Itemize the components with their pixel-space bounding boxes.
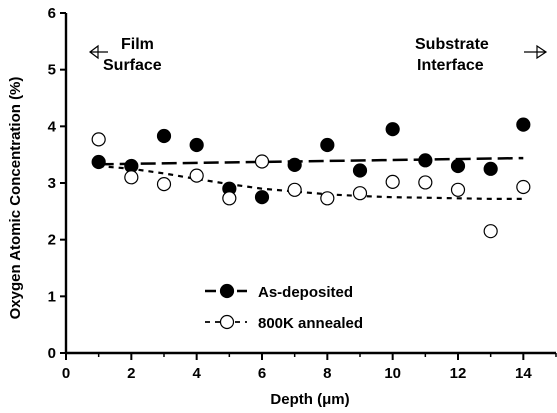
y-tick-label: 6 xyxy=(48,5,56,22)
x-tick-label: 12 xyxy=(450,365,467,382)
data-point-800k-annealed xyxy=(254,154,270,169)
legend-marker-800k-annealed xyxy=(219,314,235,330)
y-tick-label: 2 xyxy=(48,232,56,249)
legend-entry-as-deposited: As-deposited xyxy=(205,283,353,301)
x-axis-label: Depth (μm) xyxy=(270,391,349,408)
trend-line-800k-annealed xyxy=(98,164,524,200)
data-point-800k-annealed xyxy=(91,132,106,147)
data-point-800k-annealed xyxy=(189,168,204,183)
data-point-as-deposited xyxy=(189,137,204,153)
data-point-800k-annealed xyxy=(320,191,335,206)
annotation-substrate: Substrate xyxy=(415,36,489,53)
x-tick-label: 2 xyxy=(127,365,135,382)
legend: As-deposited 800K annealed xyxy=(205,283,363,332)
x-tick-label: 14 xyxy=(515,365,532,382)
x-tick-label: 0 xyxy=(62,365,70,382)
legend-label-as-deposited: As-deposited xyxy=(258,284,353,301)
y-tick-label: 1 xyxy=(48,288,56,305)
annotation-film: Film xyxy=(121,36,154,53)
x-tick-label: 4 xyxy=(192,365,201,382)
y-tick-label: 3 xyxy=(48,175,56,192)
y-tick-label: 5 xyxy=(48,62,56,79)
data-point-as-deposited xyxy=(483,161,498,176)
x-tick-label: 6 xyxy=(258,365,266,382)
legend-entry-800k-annealed: 800K annealed xyxy=(205,314,363,332)
data-point-800k-annealed xyxy=(385,174,400,189)
right-arrow-icon xyxy=(524,44,548,60)
trend-lines xyxy=(98,156,524,200)
x-tick-label: 10 xyxy=(384,365,401,382)
data-point-as-deposited xyxy=(516,117,531,132)
data-point-as-deposited xyxy=(418,153,433,168)
data-point-800k-annealed xyxy=(483,224,498,239)
data-points xyxy=(91,117,531,239)
left-arrow-icon xyxy=(89,44,108,60)
data-point-800k-annealed xyxy=(222,191,237,206)
substrate-interface-annotation: Substrate Interface xyxy=(415,36,548,74)
data-point-as-deposited xyxy=(156,128,172,144)
data-point-800k-annealed xyxy=(418,175,433,190)
y-tick-label: 4 xyxy=(48,118,57,135)
data-point-800k-annealed xyxy=(450,182,466,197)
x-tick-label: 8 xyxy=(323,365,331,382)
legend-marker-as-deposited xyxy=(219,283,235,299)
data-point-as-deposited xyxy=(91,154,106,170)
film-surface-annotation: Film Surface xyxy=(89,36,162,74)
data-point-800k-annealed xyxy=(287,182,302,197)
data-point-as-deposited xyxy=(254,190,270,205)
data-point-800k-annealed xyxy=(156,177,172,192)
data-point-as-deposited xyxy=(287,157,302,172)
data-point-as-deposited xyxy=(320,137,335,153)
legend-label-800k-annealed: 800K annealed xyxy=(258,315,363,332)
data-point-800k-annealed xyxy=(124,170,139,185)
data-point-as-deposited xyxy=(385,122,400,137)
y-axis-label: Oxygen Atomic Concentration (%) xyxy=(7,77,24,320)
annotation-surface: Surface xyxy=(103,57,162,74)
annotation-interface: Interface xyxy=(417,57,484,74)
y-tick-label: 0 xyxy=(48,345,56,362)
trend-line-as-deposited xyxy=(98,156,524,166)
data-point-as-deposited xyxy=(450,158,466,174)
data-point-as-deposited xyxy=(352,163,368,178)
data-point-800k-annealed xyxy=(352,186,368,201)
data-point-800k-annealed xyxy=(516,179,531,195)
